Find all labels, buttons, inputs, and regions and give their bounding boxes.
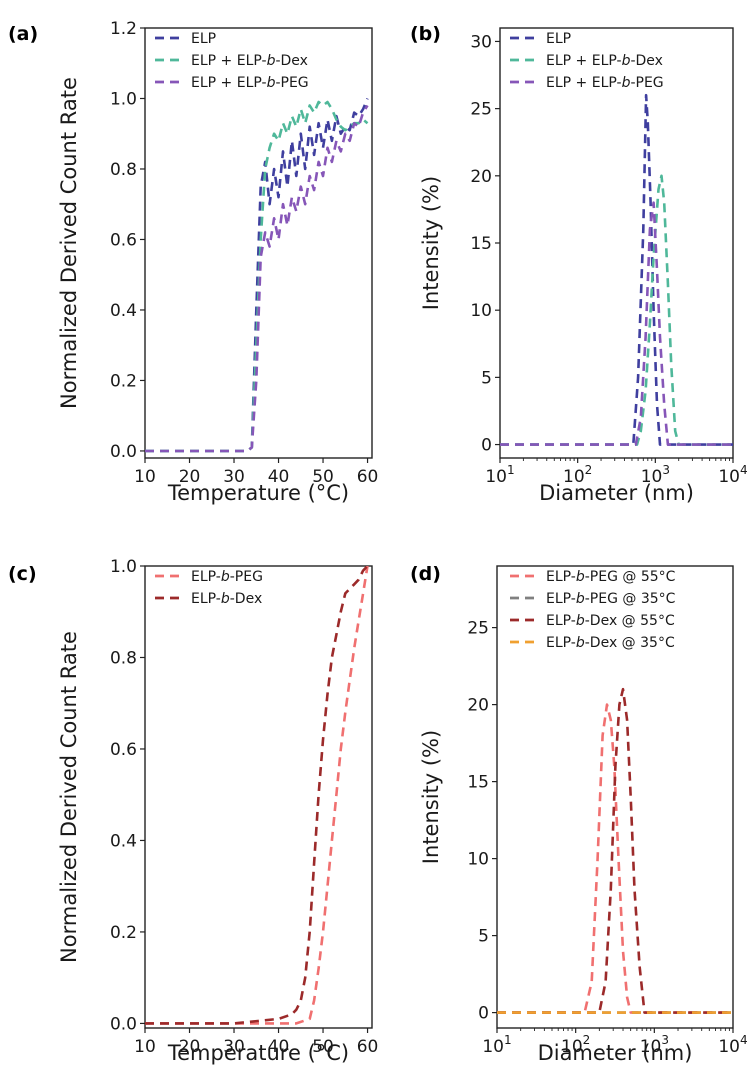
y-tick-label: 10 xyxy=(467,850,489,870)
x-tick-label: 10 xyxy=(134,1037,156,1057)
x-tick-label: 104 xyxy=(718,463,747,487)
panel-0: (a) 0.0 0.2 0.4 0.6 0.8 1.0 1.2 10 20 30 40 50 60 Temp… xyxy=(8,19,378,505)
x-tick-label: 30 xyxy=(223,467,245,487)
series-line-1 xyxy=(500,174,733,446)
x-tick-label: 60 xyxy=(357,467,379,487)
panel-label: (a) xyxy=(8,23,38,45)
y-tick-label: 0.6 xyxy=(110,740,137,760)
y-tick-label: 0.2 xyxy=(110,923,137,943)
y-tick-label: 5 xyxy=(478,927,489,947)
legend-label: ELP-b-Dex xyxy=(191,591,262,607)
panel-label: (b) xyxy=(410,23,441,45)
x-axis-title: Diameter (nm) xyxy=(538,1041,693,1065)
y-tick-label: 0 xyxy=(481,436,492,456)
y-tick-label: 25 xyxy=(470,100,492,120)
x-tick-label: 103 xyxy=(641,463,670,487)
panel-1: (b) 0 5 10 15 20 25 30 101 102 103 104 Diameter (nm)… xyxy=(410,23,748,505)
legend-label: ELP-b-PEG @ 35°C xyxy=(546,591,676,607)
x-tick-label: 40 xyxy=(268,1037,290,1057)
series-line-0 xyxy=(145,98,369,453)
x-tick-label: 50 xyxy=(312,1037,334,1057)
y-tick-label: 15 xyxy=(470,234,492,254)
y-axis-title: Intensity (%) xyxy=(419,176,443,310)
panel-2: (c) 0.0 0.2 0.4 0.6 0.8 1.0 10 20 30 40 50 60 Tempera… xyxy=(8,557,378,1065)
legend-label: ELP + ELP-b-PEG xyxy=(546,75,664,91)
y-tick-label: 0.0 xyxy=(110,442,137,462)
y-tick-label: 10 xyxy=(470,301,492,321)
y-axis-title: Normalized Derived Count Rate xyxy=(57,631,81,963)
x-tick-label: 102 xyxy=(563,463,592,487)
series-line-0 xyxy=(497,703,733,1014)
y-tick-label: 0.8 xyxy=(110,648,137,668)
panel-label: (d) xyxy=(410,563,441,585)
x-tick-label: 103 xyxy=(640,1033,669,1057)
y-tick-label: 0.8 xyxy=(110,160,137,180)
panel-3: (d) 0 5 10 15 20 25 101 102 103 104 Diameter (nm) In… xyxy=(410,563,748,1065)
axes-frame xyxy=(144,565,373,1029)
series-line-0 xyxy=(500,93,733,446)
y-tick-label: 1.2 xyxy=(110,19,137,39)
y-axis-title: Normalized Derived Count Rate xyxy=(57,77,81,409)
legend-label: ELP + ELP-b-Dex xyxy=(546,53,663,69)
x-tick-label: 50 xyxy=(312,467,334,487)
x-axis-title: Diameter (nm) xyxy=(539,481,694,505)
legend-label: ELP-b-PEG xyxy=(191,569,263,585)
axes-frame xyxy=(496,565,734,1029)
y-tick-label: 20 xyxy=(467,696,489,716)
x-axis-title: Temperature (°C) xyxy=(167,481,349,505)
y-tick-label: 0.6 xyxy=(110,230,137,250)
y-tick-label: 1.0 xyxy=(110,557,137,577)
y-tick-label: 0.2 xyxy=(110,371,137,391)
y-tick-label: 0.0 xyxy=(110,1014,137,1034)
series-line-2 xyxy=(500,201,733,446)
series-line-1 xyxy=(145,566,369,1025)
legend-label: ELP xyxy=(191,31,216,47)
y-tick-label: 30 xyxy=(470,32,492,52)
y-tick-label: 0 xyxy=(478,1004,489,1024)
x-tick-label: 101 xyxy=(482,1033,511,1057)
y-tick-label: 5 xyxy=(481,368,492,388)
x-tick-label: 102 xyxy=(561,1033,590,1057)
x-tick-label: 101 xyxy=(485,463,514,487)
y-axis-title: Intensity (%) xyxy=(419,730,443,864)
x-tick-label: 40 xyxy=(268,467,290,487)
series-line-2 xyxy=(497,687,733,1014)
legend-label: ELP + ELP-b-PEG xyxy=(191,75,309,91)
x-tick-label: 20 xyxy=(179,1037,201,1057)
legend-label: ELP + ELP-b-Dex xyxy=(191,53,308,69)
y-tick-label: 25 xyxy=(467,619,489,639)
y-tick-label: 15 xyxy=(467,773,489,793)
axes-frame xyxy=(499,27,734,459)
legend-label: ELP xyxy=(546,31,571,47)
series-line-0 xyxy=(145,566,369,1025)
panel-label: (c) xyxy=(8,563,37,585)
y-tick-label: 0.4 xyxy=(110,301,137,321)
x-tick-label: 30 xyxy=(223,1037,245,1057)
x-tick-label: 60 xyxy=(357,1037,379,1057)
x-tick-label: 20 xyxy=(179,467,201,487)
x-tick-label: 10 xyxy=(134,467,156,487)
y-tick-label: 20 xyxy=(470,167,492,187)
y-tick-label: 1.0 xyxy=(110,89,137,109)
legend-label: ELP-b-PEG @ 55°C xyxy=(546,569,676,585)
axes-frame xyxy=(144,27,373,459)
series-line-2 xyxy=(145,104,369,453)
legend-label: ELP-b-Dex @ 55°C xyxy=(546,613,675,629)
x-axis-title: Temperature (°C) xyxy=(167,1041,349,1065)
y-tick-label: 0.4 xyxy=(110,831,137,851)
x-tick-label: 104 xyxy=(718,1033,747,1057)
legend-label: ELP-b-Dex @ 35°C xyxy=(546,635,675,651)
